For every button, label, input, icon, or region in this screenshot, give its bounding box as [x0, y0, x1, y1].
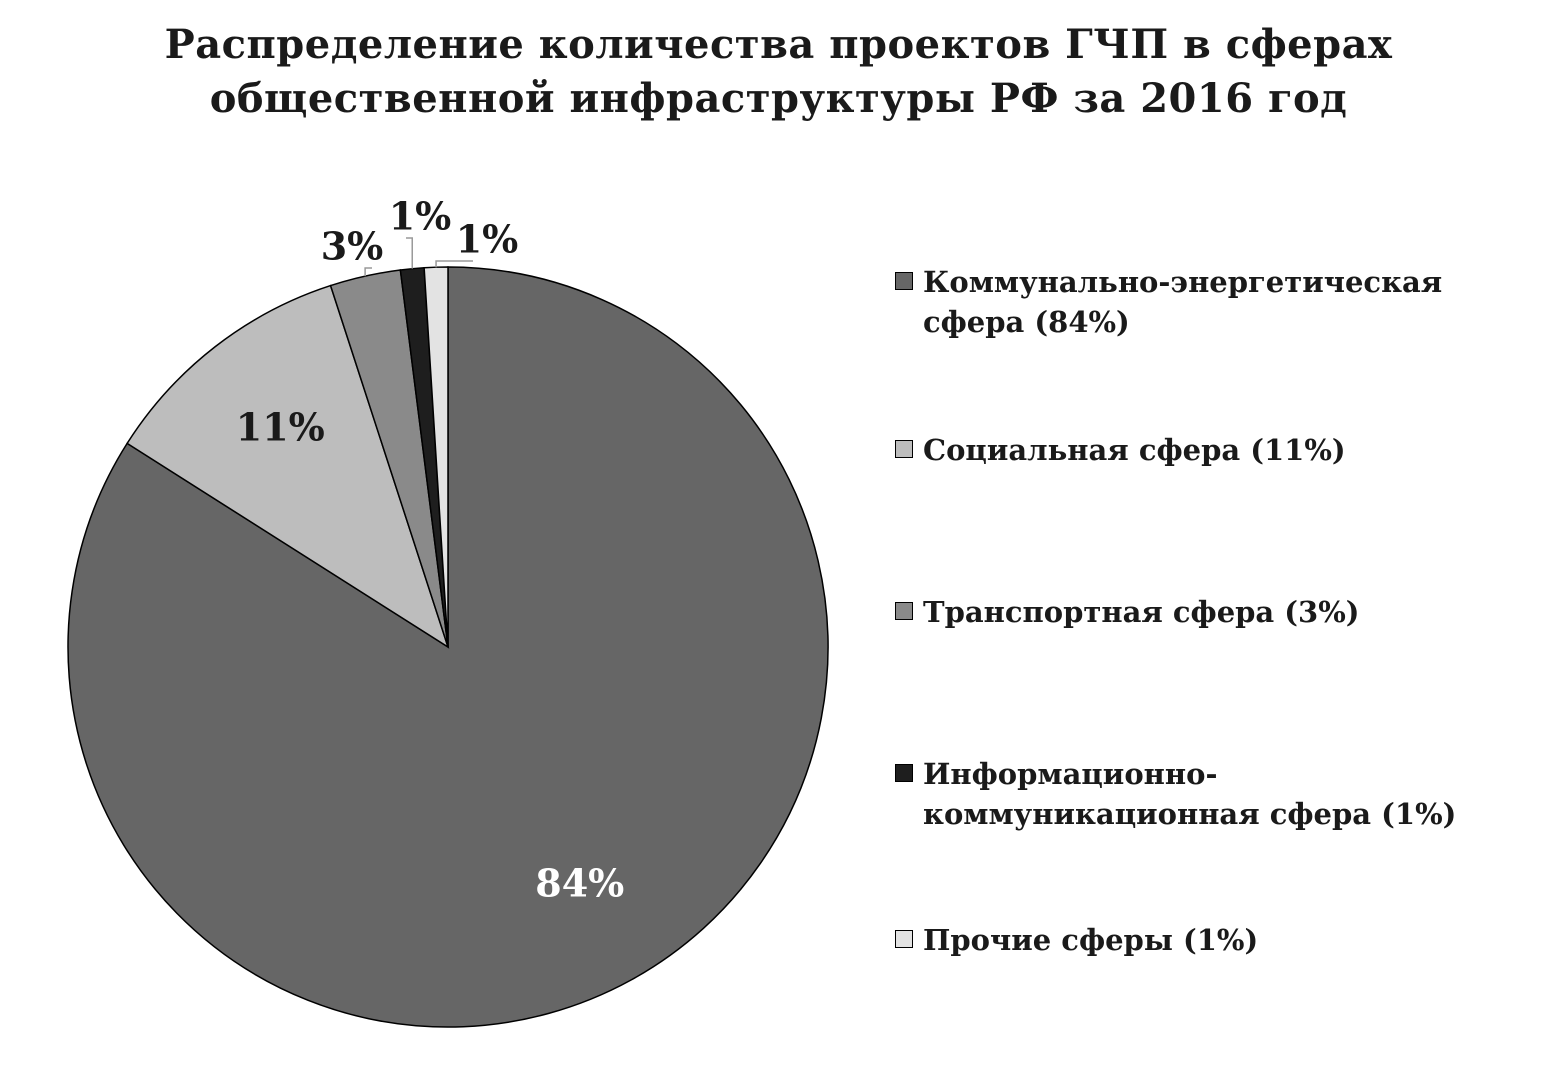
pie-slice-2 — [126, 284, 450, 649]
legend-swatch — [895, 440, 913, 458]
legend-label: Социальная сфера (11%) — [923, 433, 1346, 467]
leader-line-3 — [364, 267, 372, 277]
legend-item-3: Транспортная сфера (3%) — [895, 592, 1360, 632]
legend-label: Прочие сферы (1%) — [923, 923, 1259, 957]
data-label-3: 3% — [321, 224, 384, 269]
legend-label: Информационно- коммуникационная сфера (1… — [923, 757, 1457, 831]
data-label-4: 1% — [389, 194, 452, 239]
legend-item-2: Социальная сфера (11%) — [895, 430, 1346, 470]
chart-title: Распределение количества проектов ГЧП в … — [0, 18, 1557, 126]
data-label-5: 1% — [456, 217, 519, 262]
chart-title-line-2: общественной инфраструктуры РФ за 2016 г… — [209, 75, 1348, 122]
legend-label: Транспортная сфера (3%) — [923, 595, 1360, 629]
legend-item-1: Коммунально-энергетическая сфера (84%) — [895, 262, 1442, 342]
legend-swatch — [895, 272, 913, 290]
pie-slice-5 — [423, 266, 449, 648]
legend-item-5: Прочие сферы (1%) — [895, 920, 1258, 960]
legend-swatch — [895, 764, 913, 782]
leader-line-5 — [435, 260, 473, 268]
legend-label: Коммунально-энергетическая сфера (84%) — [923, 265, 1443, 339]
legend-swatch — [895, 930, 913, 948]
data-label-2: 11% — [236, 404, 325, 449]
legend-item-4: Информационно- коммуникационная сфера (1… — [895, 754, 1456, 834]
chart-title-line-1: Распределение количества проектов ГЧП в … — [164, 21, 1393, 68]
data-label-1: 84% — [535, 860, 624, 905]
legend-swatch — [895, 602, 913, 620]
leader-line-4 — [406, 237, 413, 269]
